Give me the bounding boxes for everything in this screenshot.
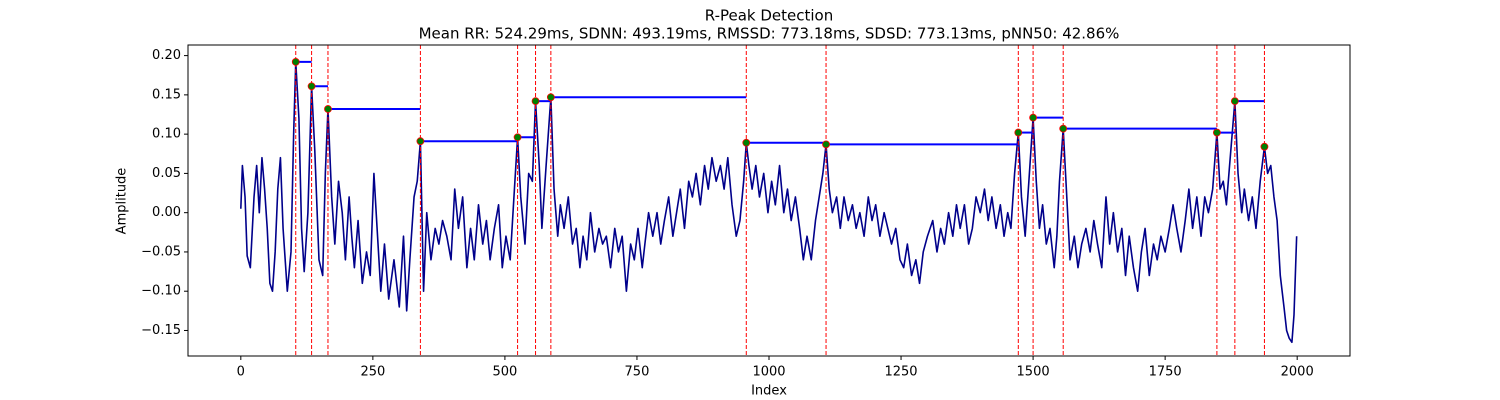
peak-point bbox=[1059, 124, 1068, 133]
peak-point bbox=[416, 137, 425, 146]
peak-point bbox=[1029, 113, 1037, 122]
y-tick-label: −0.05 bbox=[141, 244, 181, 259]
x-tick-label: 750 bbox=[625, 365, 650, 380]
y-tick-label: 0.05 bbox=[152, 166, 181, 181]
x-tick-label: 1250 bbox=[884, 365, 917, 380]
peak-point bbox=[742, 138, 751, 147]
peak-point bbox=[1260, 142, 1269, 151]
y-tick-label: 0.20 bbox=[152, 48, 181, 63]
y-tick-label: −0.15 bbox=[141, 323, 181, 338]
plot-frame bbox=[187, 44, 1351, 357]
peak-point bbox=[324, 105, 332, 113]
chart-title: R-Peak Detection bbox=[705, 7, 833, 25]
chart-subtitle: Mean RR: 524.29ms, SDNN: 493.19ms, RMSSD… bbox=[419, 25, 1120, 43]
peak-point bbox=[822, 140, 830, 149]
y-tick-label: 0.00 bbox=[152, 205, 181, 220]
x-tick-label: 250 bbox=[360, 365, 385, 380]
signal-line bbox=[240, 61, 1298, 344]
y-tick-label: 0.10 bbox=[152, 127, 181, 142]
peak-point bbox=[1014, 128, 1023, 137]
x-tick-label: 1000 bbox=[752, 365, 785, 380]
x-tick-label: 500 bbox=[492, 365, 517, 380]
x-tick-label: 1750 bbox=[1149, 365, 1182, 380]
x-tick-label: 0 bbox=[237, 365, 245, 380]
peak-point bbox=[291, 57, 300, 66]
x-tick-label: 2000 bbox=[1281, 365, 1314, 380]
peak-point bbox=[531, 97, 540, 106]
peak-point bbox=[1212, 128, 1221, 137]
peak-point bbox=[1230, 97, 1239, 106]
peak-point bbox=[513, 133, 522, 142]
y-axis-label: Amplitude bbox=[115, 168, 130, 235]
y-tick-label: −0.10 bbox=[141, 284, 181, 299]
peak-point bbox=[546, 93, 555, 102]
x-axis-label: Index bbox=[751, 384, 787, 399]
y-tick-label: 0.15 bbox=[152, 87, 181, 102]
peak-point bbox=[307, 82, 316, 91]
x-tick-label: 1500 bbox=[1017, 365, 1050, 380]
